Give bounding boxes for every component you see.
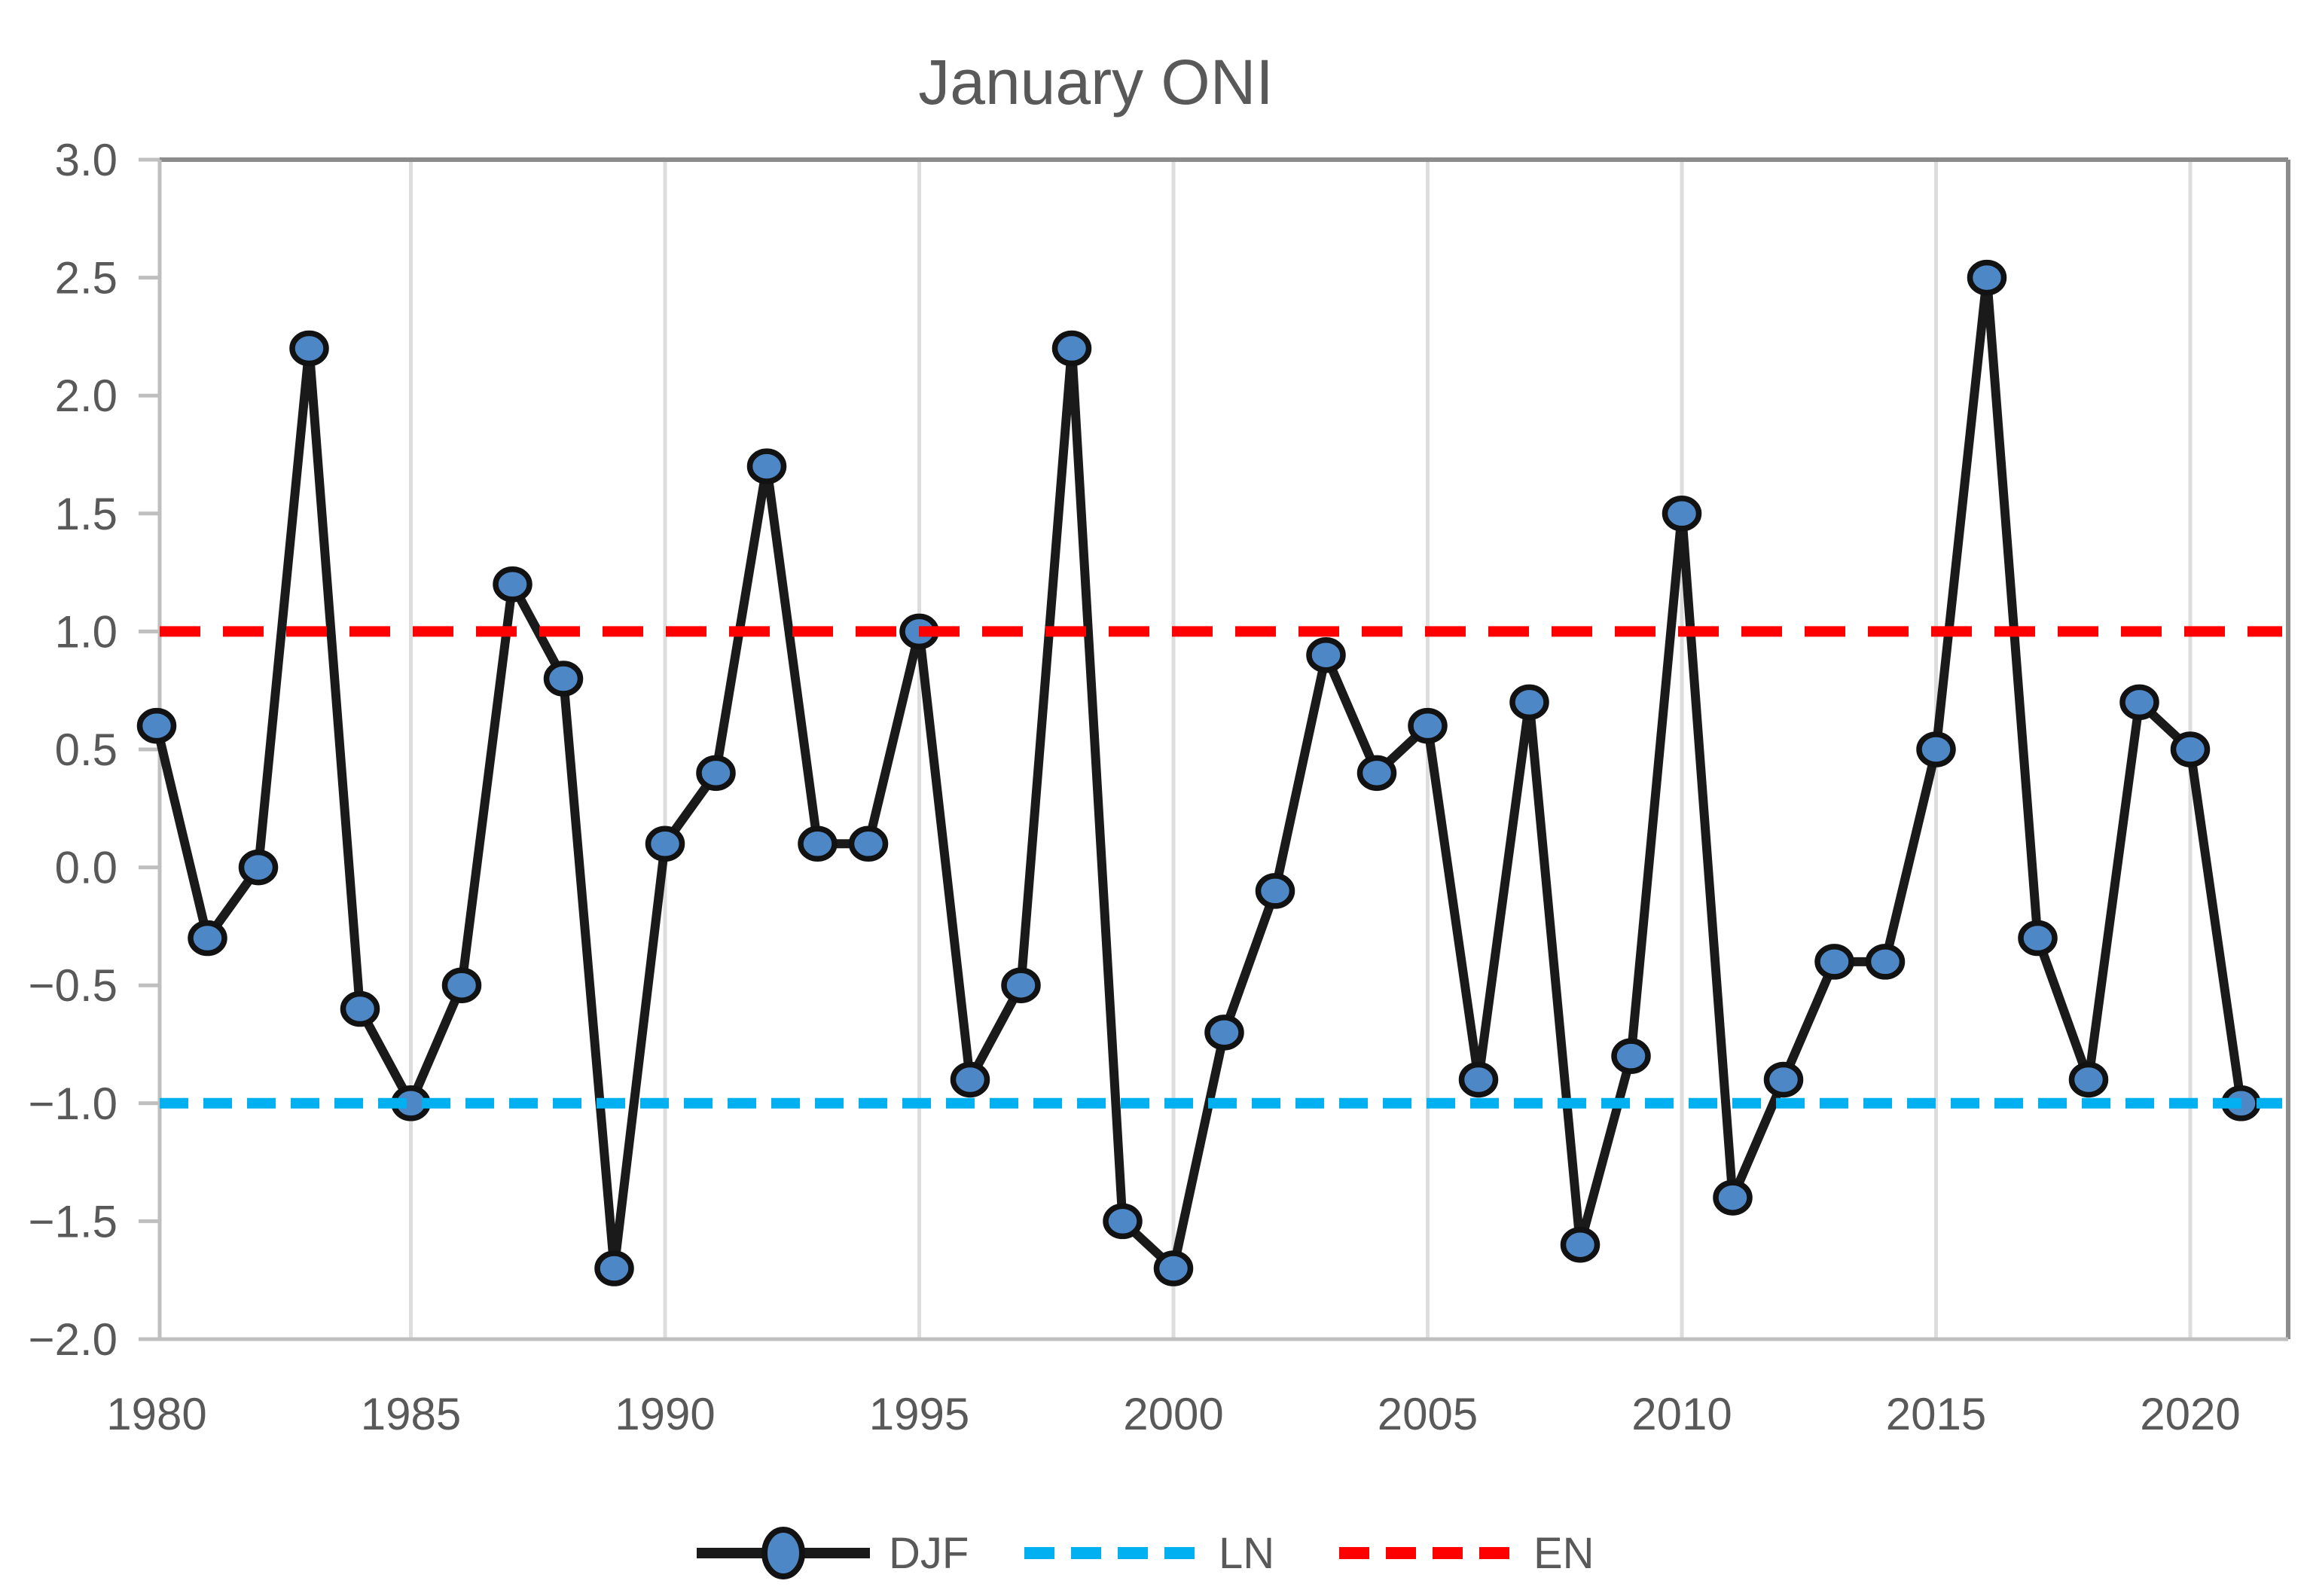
- y-tick-label: 1.0: [55, 606, 117, 657]
- legend: DJF LN EN: [697, 1527, 1594, 1579]
- y-tick-label: 2.0: [55, 371, 117, 421]
- data-point-marker: [1865, 944, 1906, 980]
- y-tick-label: −0.5: [29, 960, 117, 1011]
- data-point-marker: [2068, 1061, 2109, 1098]
- x-tick-label: 1990: [615, 1389, 715, 1439]
- data-point-marker: [1051, 330, 1092, 367]
- x-tick-label: 2005: [1378, 1389, 1478, 1439]
- y-tick-label: −1.5: [29, 1196, 117, 1247]
- y-tick-label: 0.5: [55, 725, 117, 775]
- data-point-marker: [1662, 496, 1702, 532]
- data-point-marker: [238, 849, 279, 886]
- data-point-marker: [1560, 1226, 1601, 1263]
- data-point-marker: [2119, 684, 2159, 721]
- data-point-marker: [1255, 873, 1295, 909]
- x-tick-label: 1995: [869, 1389, 969, 1439]
- data-point-marker: [696, 755, 736, 792]
- data-point-marker: [645, 825, 685, 862]
- data-point-marker: [1356, 755, 1397, 792]
- djf-series-line: [152, 273, 2246, 1274]
- data-point-marker: [493, 566, 533, 603]
- data-point-marker: [1306, 636, 1346, 673]
- data-point-marker: [1204, 1015, 1244, 1051]
- data-point-marker: [441, 967, 482, 1003]
- plot-area: 3.0 2.5 2.0 1.5 1.0 0.5 0.0 −0.5 −1.0 −1.5 −2.0 198…: [29, 135, 2290, 1439]
- data-point-marker: [2170, 731, 2211, 767]
- x-tick-label: 2010: [1631, 1389, 1732, 1439]
- data-point-marker: [848, 825, 889, 862]
- y-tick-label: −1.0: [29, 1079, 117, 1129]
- data-point-marker: [2018, 920, 2058, 957]
- data-point-marker: [1458, 1061, 1499, 1098]
- data-point-marker: [746, 448, 787, 484]
- y-tick-label: 1.5: [55, 489, 117, 539]
- data-point-marker: [798, 825, 838, 862]
- data-point-marker: [1916, 731, 1956, 767]
- data-point-marker: [1763, 1061, 1804, 1098]
- data-point-marker: [1713, 1179, 1753, 1216]
- data-point-marker: [1509, 684, 1549, 721]
- data-point-marker: [594, 1250, 634, 1286]
- x-tick-label: 1985: [361, 1389, 461, 1439]
- legend-label-en: EN: [1533, 1529, 1594, 1578]
- legend-label-ln: LN: [1219, 1529, 1274, 1578]
- y-tick-label: −2.0: [29, 1314, 117, 1365]
- legend-label-djf: DJF: [889, 1529, 969, 1578]
- legend-djf-marker-icon: [761, 1527, 805, 1579]
- y-tick-label: 3.0: [55, 135, 117, 185]
- data-point-marker: [543, 661, 584, 697]
- data-point-marker: [188, 920, 227, 957]
- chart-title: January ONI: [918, 47, 1274, 117]
- data-point-marker: [1967, 259, 2007, 296]
- data-point-marker: [136, 707, 177, 744]
- y-tick-label: 0.0: [55, 843, 117, 893]
- x-tick-label: 1980: [106, 1389, 206, 1439]
- data-point-marker: [1611, 1038, 1651, 1074]
- data-point-marker: [1001, 967, 1041, 1003]
- x-tick-label: 2000: [1123, 1389, 1223, 1439]
- data-point-marker: [1814, 944, 1854, 980]
- data-point-marker: [289, 330, 329, 367]
- x-tick-label: 2020: [2140, 1389, 2240, 1439]
- data-point-marker: [340, 990, 380, 1027]
- y-tick-label: 2.5: [55, 253, 117, 304]
- data-point-marker: [1153, 1250, 1194, 1286]
- data-point-marker: [1408, 707, 1448, 744]
- x-tick-label: 2015: [1886, 1389, 1986, 1439]
- data-point-marker: [1103, 1203, 1143, 1240]
- data-point-marker: [950, 1061, 990, 1098]
